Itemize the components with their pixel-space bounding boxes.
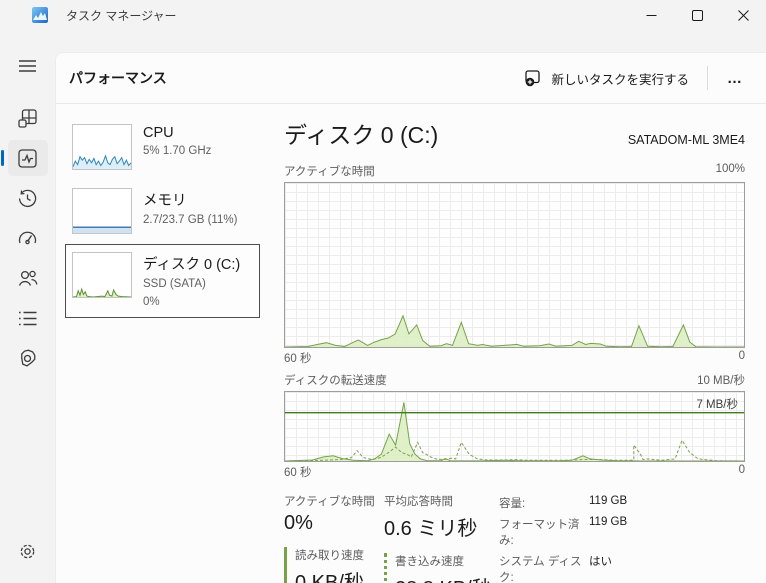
transfer-rate-x-left: 60 秒: [284, 467, 312, 479]
settings-gear-icon[interactable]: [8, 533, 48, 569]
run-new-task-label: 新しいタスクを実行する: [551, 72, 689, 87]
disk-subtitle: SSD (SATA): [143, 278, 206, 290]
disk-title: ディスク 0 (C:): [143, 257, 241, 273]
close-icon[interactable]: [720, 0, 766, 30]
cpu-title: CPU: [143, 125, 174, 141]
content-panel: パフォーマンス 新しいタスクを実行する … CPU 5% 1.70 GHz: [55, 52, 766, 583]
more-options-icon[interactable]: …: [727, 69, 743, 87]
active-time-chart-label: アクティブな時間: [284, 166, 375, 178]
detail-row-system-disk: システム ディスク: はい: [499, 556, 612, 583]
sidebar-item-cpu[interactable]: CPU 5% 1.70 GHz: [65, 116, 260, 178]
active-time-stat: アクティブな時間 0%: [284, 496, 375, 534]
sidebar-item-details[interactable]: [8, 300, 48, 336]
memory-mini-chart: [72, 188, 132, 234]
active-time-chart-max: 100%: [715, 163, 745, 175]
hamburger-menu-icon[interactable]: [8, 48, 48, 84]
disk-detail-pane: ディスク 0 (C:) SATADOM-ML 3ME4 アクティブな時間 100…: [260, 116, 766, 583]
detail-row-capacity: 容量: 119 GB: [499, 495, 628, 510]
sidebar-item-startup-apps[interactable]: [8, 220, 48, 256]
nav-rail: [0, 30, 55, 583]
active-time-x-left: 60 秒: [284, 353, 312, 365]
window-title: タスク マネージャー: [66, 8, 177, 23]
disk-model: SATADOM-ML 3ME4: [627, 133, 745, 147]
transfer-rate-chart-label: ディスクの転送速度: [284, 375, 387, 387]
performance-metric-list: CPU 5% 1.70 GHz メモリ 2.7/23.7 GB (11%) ディ…: [56, 116, 260, 583]
sidebar-item-disk0[interactable]: ディスク 0 (C:) SSD (SATA) 0%: [65, 244, 260, 318]
detail-row-formatted: フォーマット済み: 119 GB: [499, 516, 628, 547]
header-divider: [707, 66, 708, 90]
cpu-mini-chart: [72, 124, 132, 170]
cpu-subtitle: 5% 1.70 GHz: [143, 145, 212, 157]
selection-accent-pill: [0, 150, 4, 166]
page-title: パフォーマンス: [69, 70, 167, 86]
disk-subtitle2: 0%: [143, 295, 160, 308]
memory-title: メモリ: [143, 193, 187, 209]
memory-subtitle: 2.7/23.7 GB (11%): [143, 214, 238, 226]
disk-pane-title: ディスク 0 (C:): [284, 122, 439, 148]
minimize-icon[interactable]: [628, 0, 674, 30]
titlebar: タスク マネージャー: [0, 0, 766, 30]
active-time-x-right: 0: [738, 350, 745, 362]
sidebar-item-processes[interactable]: [8, 100, 48, 136]
transfer-rate-chart-max: 10 MB/秒: [697, 375, 745, 387]
avg-response-stat: 平均応答時間 0.6 ミリ秒: [384, 496, 478, 540]
task-manager-app-icon: [32, 7, 48, 23]
sidebar-item-services[interactable]: [8, 340, 48, 376]
run-new-task-button[interactable]: 新しいタスクを実行する: [517, 63, 697, 94]
active-time-chart: [284, 182, 745, 348]
transfer-rate-x-right: 0: [738, 464, 745, 476]
read-speed-stat: 読み取り速度 0 KB/秒: [284, 547, 384, 583]
transfer-rate-threshold-label: 7 MB/秒: [696, 399, 738, 411]
sidebar-item-memory[interactable]: メモリ 2.7/23.7 GB (11%): [65, 180, 260, 242]
panel-header: パフォーマンス 新しいタスクを実行する …: [56, 53, 766, 104]
sidebar-item-users[interactable]: [8, 260, 48, 296]
disk-stats: アクティブな時間 0% 読み取り速度 0 KB/秒 平均応答時間 0.6 ミリ秒…: [284, 493, 745, 583]
new-task-icon: [525, 69, 541, 86]
disk-properties: 容量:119 GB フォーマット済み:119 GB システム ディスク:はい ペ…: [499, 493, 745, 583]
transfer-rate-chart: 7 MB/秒: [284, 391, 745, 462]
write-speed-stat: 書き込み速度 28.8 KB/秒: [384, 553, 499, 583]
sidebar-item-performance[interactable]: [0, 140, 48, 176]
disk-mini-chart: [72, 252, 132, 298]
sidebar-item-app-history[interactable]: [8, 180, 48, 216]
maximize-icon[interactable]: [674, 0, 720, 30]
